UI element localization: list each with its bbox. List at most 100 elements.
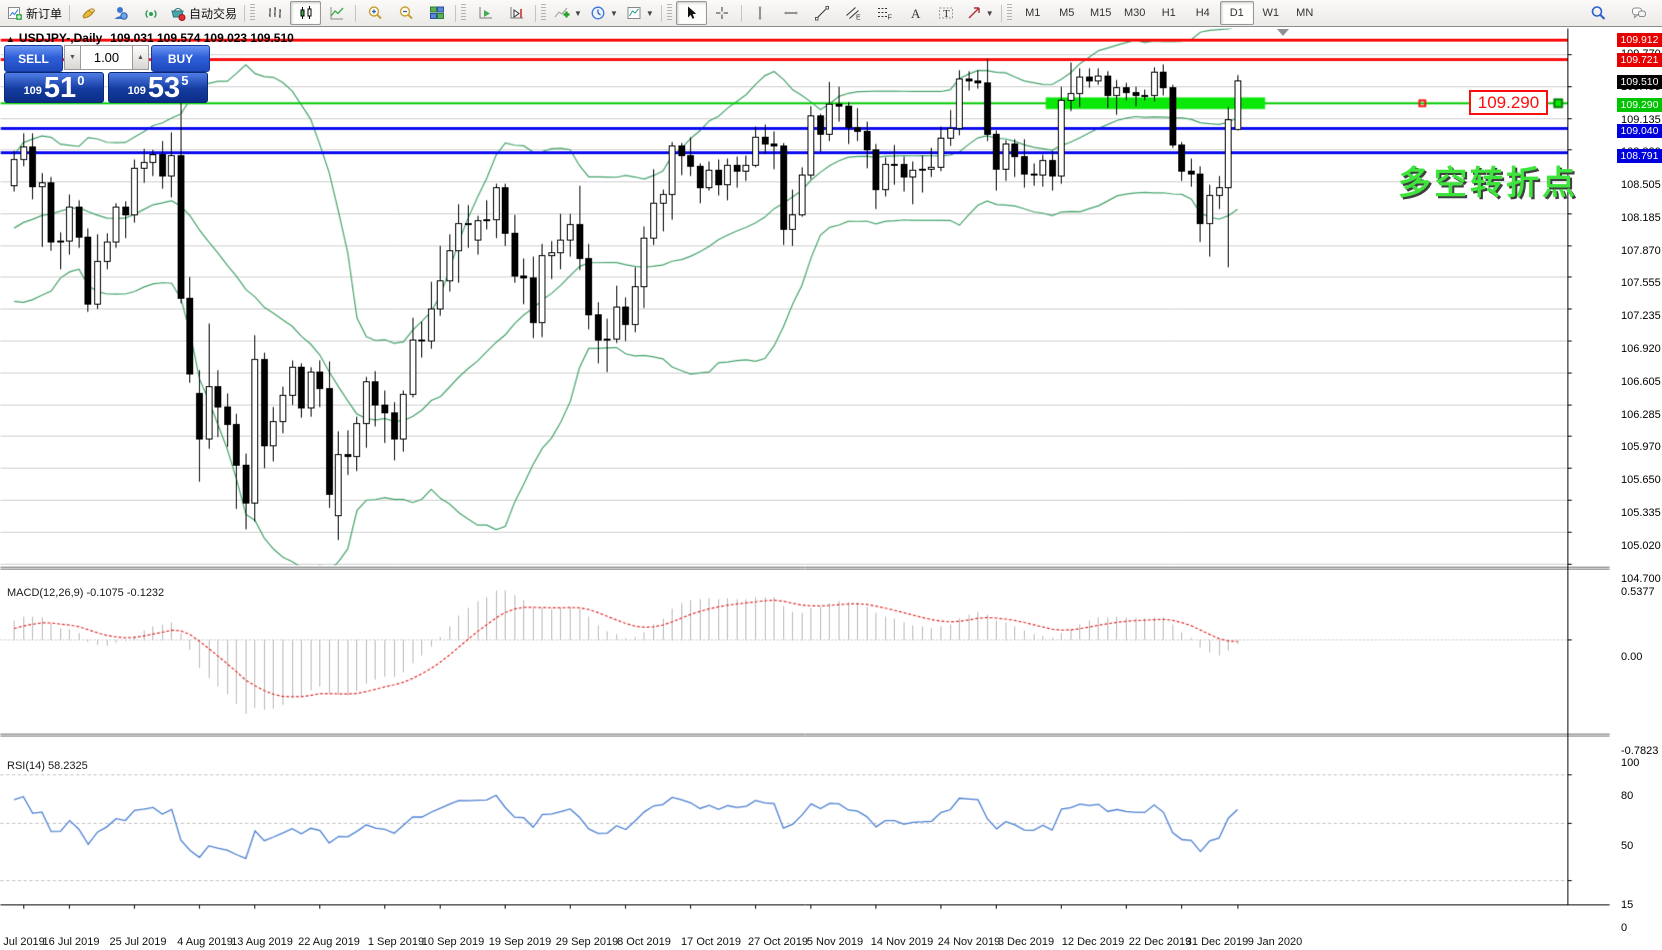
timeframe-m30-button[interactable]: M30 bbox=[1124, 7, 1146, 19]
svg-text:F: F bbox=[888, 15, 892, 22]
templates-button[interactable]: ▼ bbox=[622, 1, 658, 25]
trend-line-button[interactable] bbox=[807, 1, 838, 25]
community-button[interactable] bbox=[104, 1, 135, 25]
toolbar-separator bbox=[535, 4, 537, 22]
volume-decrease-button[interactable]: ▼ bbox=[64, 45, 81, 70]
chart-shift-button[interactable] bbox=[501, 1, 532, 25]
market-watch-button[interactable] bbox=[73, 1, 104, 25]
auto-trading-label: 自动交易 bbox=[189, 6, 238, 21]
fibonacci-button[interactable]: F bbox=[869, 1, 900, 25]
price-tick-label: 107.235 bbox=[1621, 310, 1661, 323]
candles-icon bbox=[300, 6, 312, 19]
broadcast-button[interactable] bbox=[135, 1, 166, 25]
arrows-button[interactable]: ▼ bbox=[962, 1, 998, 25]
vline-icon bbox=[758, 6, 762, 20]
buy-price-display[interactable]: 109 53 5 bbox=[108, 72, 208, 103]
periods-button[interactable]: ▼ bbox=[586, 1, 622, 25]
chevron-down-icon: ▼ bbox=[609, 8, 618, 18]
sell-price-big: 51 bbox=[43, 72, 77, 104]
timeframe-mn-button[interactable]: MN bbox=[1296, 7, 1314, 19]
zoom-in-icon bbox=[368, 6, 382, 20]
search-icon bbox=[1591, 6, 1605, 20]
timeframe-h4-button[interactable]: H4 bbox=[1195, 7, 1210, 19]
horizontal-line-button[interactable] bbox=[776, 1, 807, 25]
zoom-out-button[interactable] bbox=[390, 1, 421, 25]
price-tick-label: 105.650 bbox=[1621, 474, 1661, 487]
svg-text:T: T bbox=[943, 8, 950, 20]
search-button[interactable] bbox=[1582, 1, 1613, 25]
candle-chart-mode-button[interactable] bbox=[290, 1, 322, 25]
date-label: 5 Nov 2019 bbox=[806, 936, 864, 948]
price-tag-109.721: 109.721 bbox=[1617, 53, 1662, 68]
zoom-in-button[interactable] bbox=[359, 1, 390, 25]
new-order-button[interactable]: 新订单 bbox=[3, 1, 66, 25]
timeframe-m1-button[interactable]: M1 bbox=[1025, 7, 1041, 19]
timeframe-d1-button[interactable]: D1 bbox=[1219, 1, 1254, 25]
cursor-button[interactable] bbox=[675, 1, 707, 25]
timeframe-w1-button[interactable]: W1 bbox=[1262, 7, 1279, 19]
chevron-down-icon: ▼ bbox=[645, 8, 654, 18]
price-callout-box: 109.290 bbox=[1469, 90, 1548, 115]
chat-button[interactable] bbox=[1623, 1, 1654, 25]
date-label: 22 Dec 2019 bbox=[1128, 936, 1192, 948]
line-icon bbox=[329, 7, 344, 20]
date-label: 13 Aug 2019 bbox=[231, 936, 293, 948]
tiles-icon bbox=[429, 6, 444, 19]
crosshair-icon bbox=[716, 7, 729, 19]
chart-shift-marker[interactable] bbox=[1277, 29, 1289, 36]
buy-button[interactable]: BUY bbox=[151, 45, 210, 72]
chart-canvas[interactable] bbox=[0, 28, 1613, 950]
main-toolbar: 新订单 自动交易 ▼ ▼ ▼ E F A T ▼ M1 M5 M15 M30 H1 H4 D1 W1 MN bbox=[0, 0, 1662, 27]
text-label-button[interactable]: T bbox=[931, 1, 962, 25]
date-label: 19 Sep 2019 bbox=[488, 936, 552, 948]
toolbar-grip[interactable] bbox=[461, 4, 467, 22]
timeframe-m15-button[interactable]: M15 bbox=[1090, 7, 1112, 19]
price-tick-label: 105.335 bbox=[1621, 507, 1661, 520]
bar-chart-mode-button[interactable] bbox=[259, 1, 290, 25]
buy-price-handle: 109 bbox=[127, 85, 146, 97]
buy-price-pip: 5 bbox=[181, 73, 189, 88]
template-icon bbox=[627, 7, 641, 19]
line-chart-mode-button[interactable] bbox=[321, 1, 352, 25]
indicators-button[interactable]: ▼ bbox=[550, 1, 586, 25]
price-tick-label: 106.605 bbox=[1621, 375, 1661, 388]
sell-price-display[interactable]: 109 51 0 bbox=[4, 72, 104, 103]
crosshair-button[interactable] bbox=[707, 1, 738, 25]
toolbar-grip[interactable] bbox=[541, 4, 547, 22]
chevron-down-icon: ▼ bbox=[574, 8, 582, 18]
channel-icon: E bbox=[846, 7, 861, 21]
gold-lamp-icon bbox=[81, 8, 95, 19]
sell-button[interactable]: SELL bbox=[4, 45, 63, 72]
toolbar-grip[interactable] bbox=[1006, 4, 1012, 22]
sell-price-pip: 0 bbox=[77, 73, 85, 88]
autoscroll-icon bbox=[479, 7, 492, 19]
price-tick-label: 106.285 bbox=[1621, 408, 1661, 421]
date-label: 3 Dec 2019 bbox=[997, 936, 1055, 948]
zoom-out-icon bbox=[399, 6, 413, 20]
one-click-panel-toggle[interactable]: ▲ bbox=[6, 34, 15, 44]
rsi-axis-15: 15 bbox=[1621, 898, 1634, 911]
chevron-down-icon: ▼ bbox=[985, 8, 994, 18]
date-label: 27 Oct 2019 bbox=[748, 936, 808, 948]
macd-axis-max: 0.5377 bbox=[1621, 586, 1655, 598]
date-label: 31 Dec 2019 bbox=[1185, 936, 1249, 948]
auto-scroll-button[interactable] bbox=[470, 1, 501, 25]
volume-input[interactable] bbox=[81, 45, 132, 70]
sell-price-handle: 109 bbox=[23, 85, 42, 97]
date-label: 9 Jan 2020 bbox=[1247, 936, 1303, 948]
text-button[interactable]: A bbox=[900, 1, 931, 25]
timeframe-h1-button[interactable]: H1 bbox=[1161, 7, 1176, 19]
text-icon: A bbox=[911, 6, 921, 21]
date-label: 12 Dec 2019 bbox=[1061, 936, 1125, 948]
date-label: 14 Nov 2019 bbox=[870, 936, 934, 948]
vertical-line-button[interactable] bbox=[745, 1, 776, 25]
toolbar-separator bbox=[355, 4, 357, 22]
toolbar-grip[interactable] bbox=[250, 4, 256, 22]
timeframe-m5-button[interactable]: M5 bbox=[1059, 7, 1075, 19]
auto-trading-button[interactable]: 自动交易 bbox=[166, 1, 241, 25]
one-click-trade-panel: SELL ▼ ▲ BUY 109 51 0 109 53 5 bbox=[4, 45, 210, 103]
tile-windows-button[interactable] bbox=[421, 1, 452, 25]
toolbar-grip[interactable] bbox=[666, 4, 672, 22]
equidistant-channel-button[interactable]: E bbox=[838, 1, 869, 25]
volume-increase-button[interactable]: ▲ bbox=[132, 45, 149, 70]
